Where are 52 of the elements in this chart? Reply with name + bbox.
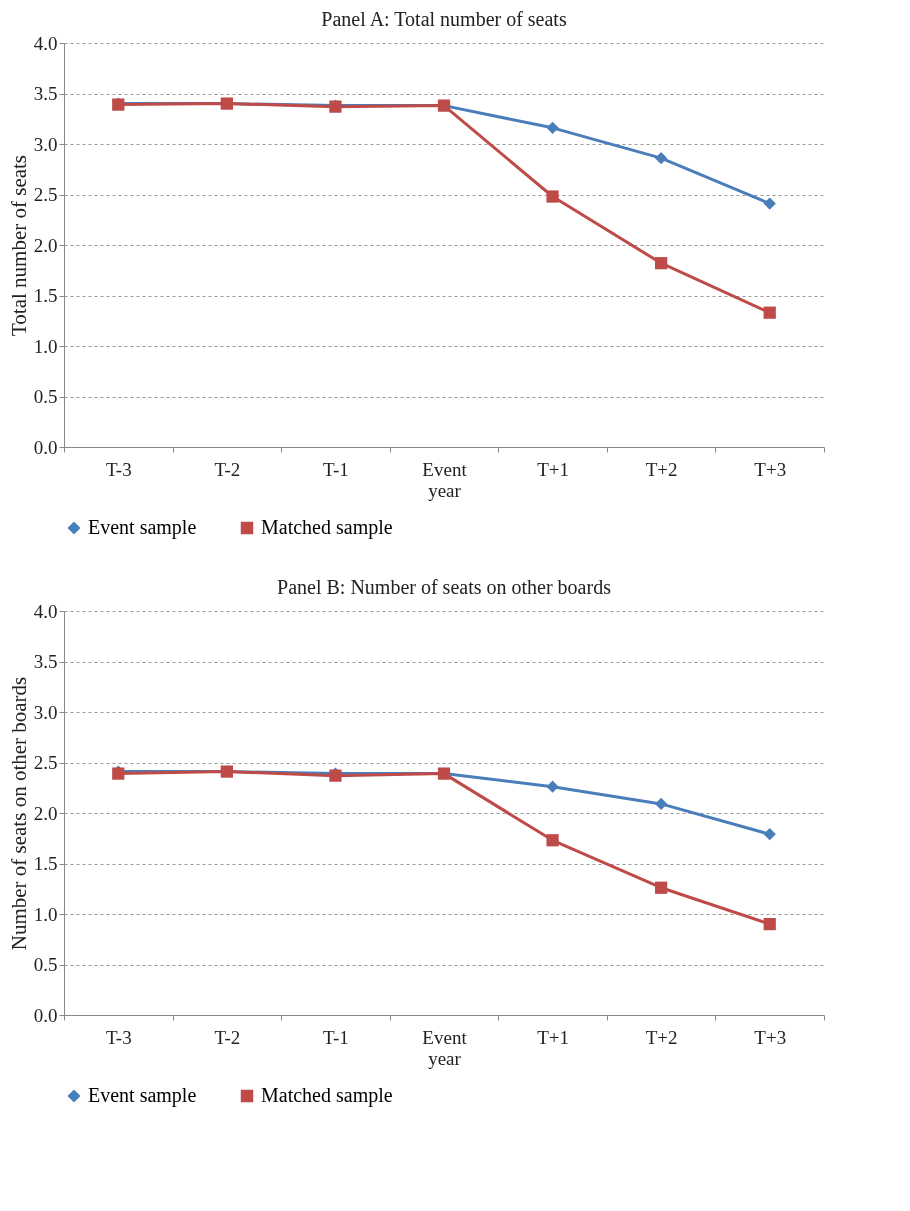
y-tick-label: 3.0: [33, 701, 58, 723]
x-tick-label: T+3: [754, 1026, 787, 1048]
legend-label: Event sample: [88, 516, 197, 539]
point: [655, 797, 668, 811]
x-tick-label: T+3: [754, 458, 787, 480]
y-tick-label: 3.5: [33, 651, 58, 672]
point: [546, 190, 559, 203]
y-axis-title: Number of seats on other boards: [6, 676, 31, 951]
y-tick-label: 2.5: [33, 752, 58, 773]
x-tick-label: T+2: [645, 1026, 678, 1048]
legend-label: Matched sample: [261, 1084, 393, 1107]
point: [655, 881, 668, 894]
x-tick-label: T-3: [105, 1026, 132, 1048]
x-tick-label: Event year: [422, 1026, 468, 1069]
x-tick-label: T+2: [645, 458, 678, 480]
y-tick-label: 4.0: [33, 600, 58, 622]
chart-title: Panel A: Total number of seats: [321, 8, 567, 30]
y-tick-label: 1.0: [33, 335, 58, 357]
point: [763, 917, 776, 931]
y-tick-label: 0.5: [33, 386, 58, 407]
x-tick-label: T-2: [214, 1026, 241, 1048]
y-axis-title: Total number of seats: [6, 154, 31, 337]
y-tick-label: 0.0: [33, 436, 58, 458]
y-tick-label: 1.0: [33, 903, 58, 925]
x-tick-label: Event year: [422, 458, 468, 501]
point: [546, 834, 559, 847]
y-tick-label: 2.0: [33, 234, 58, 256]
y-tick-label: 0.5: [33, 954, 58, 975]
x-tick-label: T-3: [105, 458, 132, 480]
y-tick-label: 1.5: [33, 285, 58, 306]
y-tick-label: 2.0: [33, 802, 58, 824]
y-tick-label: 1.5: [33, 853, 58, 874]
point: [546, 121, 559, 134]
x-tick-label: T+1: [537, 1026, 569, 1048]
y-tick-label: 0.0: [33, 1004, 58, 1026]
y-tick-label: 3.5: [33, 83, 58, 104]
x-tick-label: T-2: [214, 458, 241, 480]
y-tick-label: 4.0: [33, 32, 58, 54]
point: [655, 257, 668, 270]
point: [546, 780, 559, 793]
legend-label: Matched sample: [261, 516, 393, 539]
x-tick-label: T+1: [537, 458, 569, 480]
x-tick-label: T-1: [323, 1026, 349, 1048]
chart-title: Panel B: Number of seats on other boards: [277, 576, 612, 598]
point: [763, 306, 776, 319]
x-tick-label: T-1: [323, 458, 349, 480]
point: [763, 828, 776, 841]
point: [655, 152, 668, 165]
legend-label: Event sample: [88, 1084, 197, 1107]
point: [763, 197, 776, 210]
y-tick-label: 2.5: [33, 184, 58, 205]
y-tick-label: 3.0: [33, 133, 58, 155]
